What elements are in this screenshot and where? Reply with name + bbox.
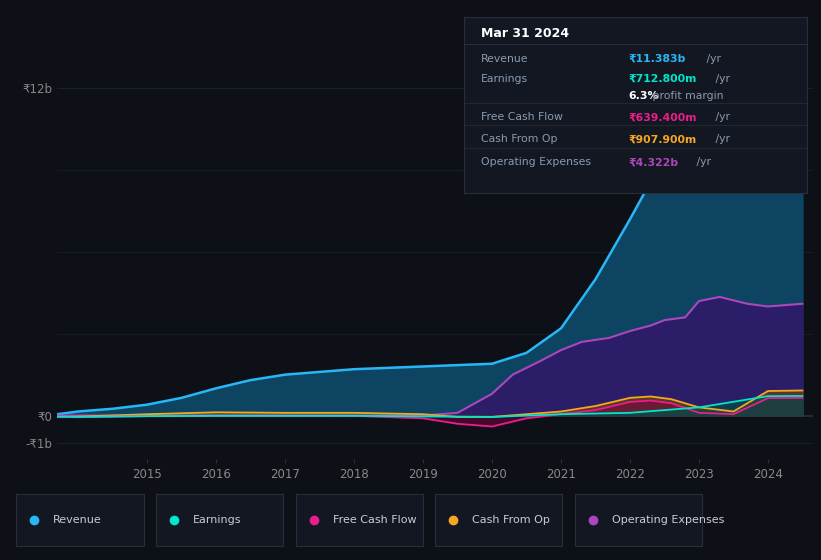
Text: Revenue: Revenue [53, 515, 102, 525]
Text: Cash From Op: Cash From Op [481, 134, 557, 144]
Text: 6.3%: 6.3% [629, 91, 659, 101]
FancyBboxPatch shape [16, 494, 144, 546]
Text: Mar 31 2024: Mar 31 2024 [481, 27, 569, 40]
Text: Cash From Op: Cash From Op [472, 515, 550, 525]
Text: /yr: /yr [703, 54, 721, 64]
Text: ₹11.383b: ₹11.383b [629, 54, 686, 64]
FancyBboxPatch shape [575, 494, 702, 546]
Text: Earnings: Earnings [481, 73, 528, 83]
FancyBboxPatch shape [435, 494, 562, 546]
Text: Free Cash Flow: Free Cash Flow [333, 515, 416, 525]
Text: Revenue: Revenue [481, 54, 529, 64]
Text: Free Cash Flow: Free Cash Flow [481, 113, 563, 122]
Text: /yr: /yr [712, 134, 730, 144]
FancyBboxPatch shape [296, 494, 423, 546]
Text: Operating Expenses: Operating Expenses [612, 515, 724, 525]
Text: Earnings: Earnings [193, 515, 241, 525]
Text: profit margin: profit margin [649, 91, 723, 101]
Text: /yr: /yr [712, 113, 730, 122]
Text: Operating Expenses: Operating Expenses [481, 157, 591, 167]
Text: ₹4.322b: ₹4.322b [629, 157, 679, 167]
Text: ₹639.400m: ₹639.400m [629, 113, 697, 122]
Text: ₹712.800m: ₹712.800m [629, 73, 697, 83]
Text: ₹907.900m: ₹907.900m [629, 134, 697, 144]
Text: /yr: /yr [694, 157, 712, 167]
Text: /yr: /yr [712, 73, 730, 83]
FancyBboxPatch shape [156, 494, 283, 546]
